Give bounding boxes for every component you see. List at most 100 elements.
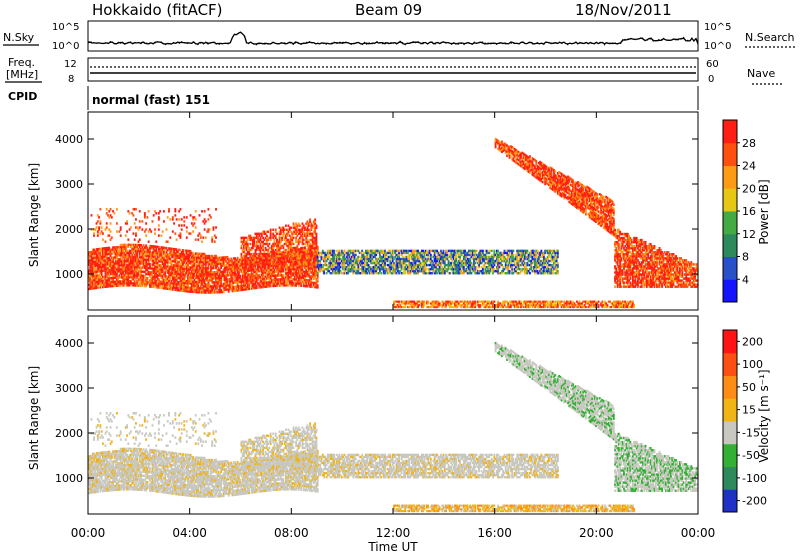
power-cell [273,238,276,242]
power-cell [298,236,301,240]
power-cell [264,258,267,262]
power-cell [478,257,481,261]
power-cell [220,256,223,259]
power-cell [104,240,107,243]
power-cell [178,289,181,292]
power-cell [450,263,453,267]
power-cell [237,280,240,284]
power-cell [417,257,420,261]
power-cell [155,259,158,263]
power-cell [240,268,243,271]
power-cell [166,265,169,268]
power-cell [222,258,225,261]
power-cell [180,265,183,268]
power-cell [193,290,196,294]
power-cell [155,281,158,285]
power-cell [213,240,216,243]
power-cell [457,267,460,271]
power-cell [272,228,275,231]
power-cell [249,238,252,242]
power-cell [400,261,403,265]
power-cell [493,253,496,257]
power-cell [403,249,406,253]
power-cell [180,283,183,286]
power-cell [178,277,181,280]
power-cell [276,242,278,246]
power-cell [277,270,280,273]
power-cell [330,259,333,263]
power-cell [155,271,158,275]
power-cell [253,282,256,286]
power-cell [262,271,264,275]
power-cell [291,265,294,269]
power-cell [488,249,491,253]
power-cell [107,246,109,250]
power-cell [302,238,305,242]
power-cell [431,263,433,267]
power-cell [225,278,228,281]
power-cell [452,267,455,271]
power-cell [152,285,155,289]
power-cell [184,255,187,258]
power-cell [330,261,333,265]
power-cell [296,258,299,262]
power-cell [215,287,217,290]
power-cell [188,282,191,285]
power-cell [325,271,328,275]
power-cell [298,252,301,255]
power-cell [365,269,367,273]
power-cell [278,242,281,246]
power-cell [241,242,244,246]
power-cell [93,276,95,280]
nave-tick-bottom: 0 [708,74,714,85]
power-cell [464,249,467,253]
power-cell [217,274,220,278]
power-cell [135,284,137,287]
power-cell [142,252,145,255]
power-cell [99,284,102,287]
power-cell [213,264,216,268]
power-cell [260,265,263,269]
power-cell [284,278,287,281]
power-cell [385,267,388,271]
power-cell [104,267,107,270]
power-cell [295,274,298,277]
power-cell [269,254,272,258]
power-cell [95,274,98,277]
power-cell [175,264,178,267]
power-cell [210,273,212,276]
power-cell [151,265,154,268]
power-cell [390,271,393,275]
power-cell [223,266,226,269]
power-cell [124,255,127,259]
power-cell [183,287,186,291]
power-cell [282,253,285,257]
power-cell [192,274,195,277]
power-cell [251,254,254,258]
power-cell [335,255,338,259]
power-cell [316,271,319,275]
power-cell [278,260,281,264]
power-cell [442,271,445,275]
power-cell [288,271,291,275]
power-cell [302,270,305,273]
power-cell [474,257,477,261]
power-cell [171,286,174,289]
power-cell [188,268,191,271]
power-cell [235,285,238,288]
power-cell [332,261,334,265]
power-cell [305,272,308,276]
power-cell [103,283,106,287]
power-cell [255,280,258,283]
power-cell [307,256,310,260]
power-cell [404,269,407,273]
power-cell [203,258,206,262]
power-cell [138,245,141,249]
power-cell [184,271,187,275]
power-cell [160,266,163,269]
power-cell [302,252,305,256]
power-cell [170,282,173,285]
power-cell [197,258,200,262]
power-cell [198,256,201,260]
power-cell [393,251,395,255]
